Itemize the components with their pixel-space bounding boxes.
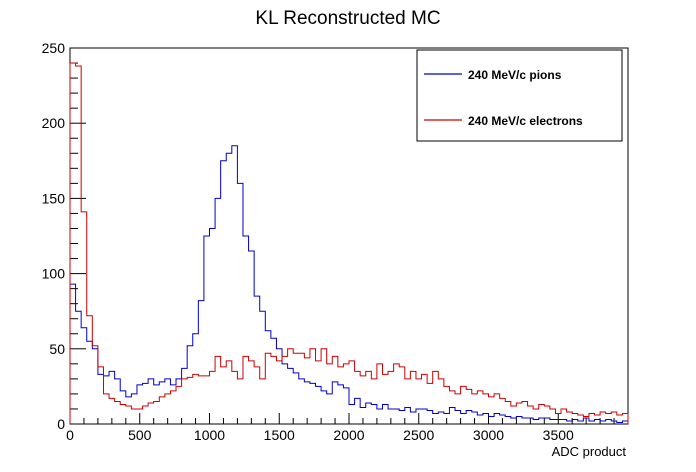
- legend-label-electrons: 240 MeV/c electrons: [468, 114, 583, 128]
- legend-box: [416, 49, 623, 142]
- x-tick-label: 1000: [194, 427, 225, 443]
- x-axis-tick-labels: 0 500 1000 1500 2000 2500 3000 3500: [66, 427, 574, 443]
- series-group: [69, 62, 629, 424]
- chart-title: KL Reconstructed MC: [255, 8, 440, 29]
- y-tick-label: 50: [49, 341, 65, 357]
- x-axis-ticks: [69, 413, 629, 424]
- x-tick-label: 2500: [403, 427, 434, 443]
- x-tick-label: 3000: [473, 427, 504, 443]
- x-axis-label: ADC product: [552, 444, 627, 459]
- y-tick-label: 250: [42, 40, 66, 56]
- series-0-histogram: [69, 145, 629, 424]
- series-1-histogram: [69, 62, 629, 424]
- legend: 240 MeV/c pions 240 MeV/c electrons: [416, 49, 623, 142]
- legend-label-pions: 240 MeV/c pions: [468, 68, 562, 82]
- x-tick-label: 3500: [543, 427, 574, 443]
- y-tick-label: 0: [57, 416, 65, 432]
- x-tick-label: 2000: [333, 427, 364, 443]
- y-tick-label: 100: [42, 266, 66, 282]
- x-tick-label: 0: [66, 427, 74, 443]
- x-tick-label: 1500: [264, 427, 295, 443]
- x-tick-label: 500: [128, 427, 152, 443]
- y-axis-tick-labels: 0 50 100 150 200 250: [42, 40, 66, 432]
- y-axis-ticks: [70, 47, 86, 425]
- y-tick-label: 150: [42, 190, 66, 206]
- y-tick-label: 200: [42, 115, 66, 131]
